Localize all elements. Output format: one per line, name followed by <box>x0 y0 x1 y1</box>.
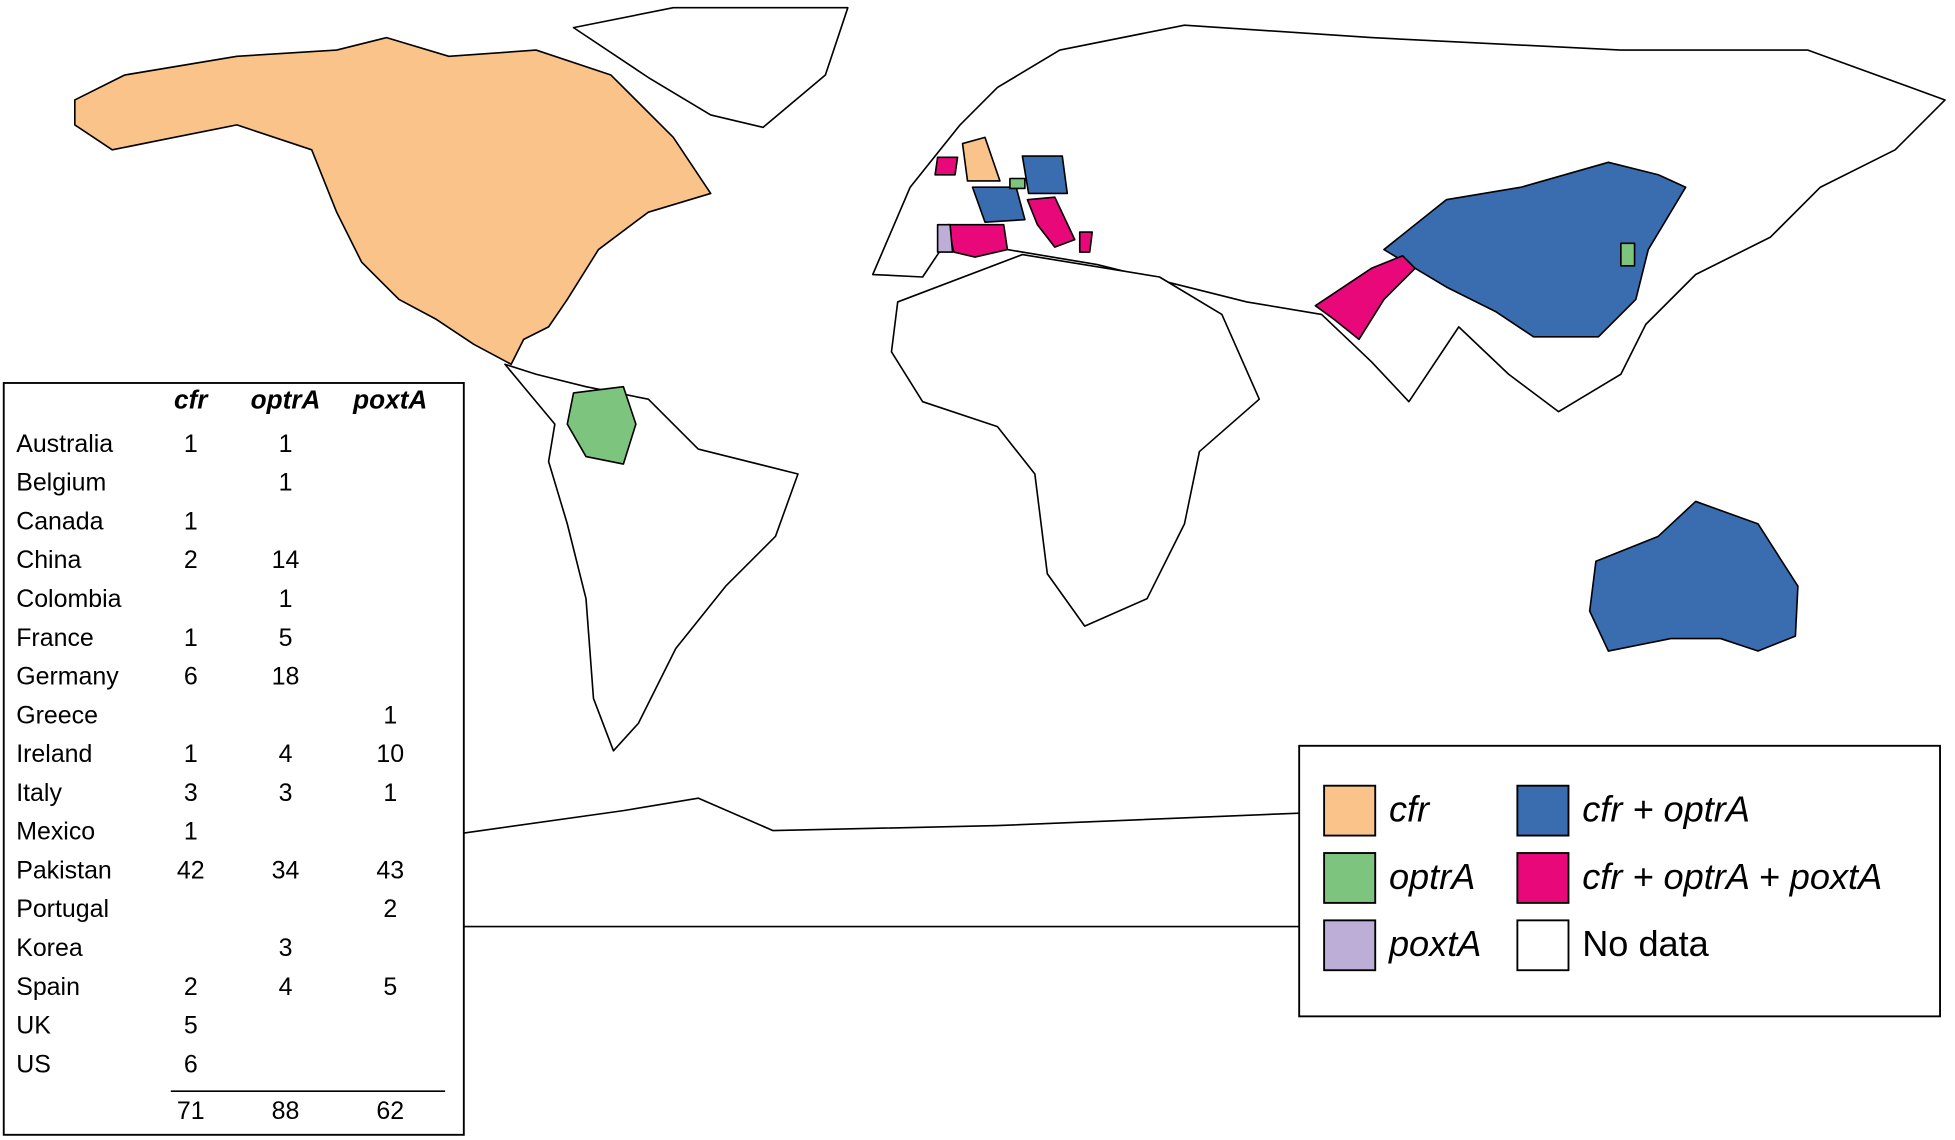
country-name: Australia <box>16 430 113 458</box>
table-cell: 10 <box>376 740 404 768</box>
italy <box>1026 196 1076 248</box>
australia <box>1588 500 1799 652</box>
country-name: Germany <box>16 663 119 691</box>
table-cell: 43 <box>376 856 404 884</box>
portugal <box>936 223 954 253</box>
legend-swatch <box>1516 852 1570 904</box>
country-name: Spain <box>16 973 80 1001</box>
table-cell: 1 <box>184 507 198 535</box>
table-cell: 6 <box>184 1050 198 1078</box>
total-cell: 71 <box>177 1097 205 1125</box>
total-cell: 88 <box>272 1097 300 1125</box>
legend-swatch <box>1323 784 1377 837</box>
total-cell: 62 <box>376 1097 404 1125</box>
legend-swatch <box>1323 919 1377 972</box>
china <box>1383 161 1687 338</box>
colombia <box>566 385 637 465</box>
antarctica <box>463 797 1300 834</box>
legend-label: cfr + optrA + poxtA <box>1582 856 1882 897</box>
legend: cfr optrA poxtA cfr + optrA cfr + optrA + po… <box>1323 784 1882 972</box>
country-name: Belgium <box>16 469 106 497</box>
germany <box>1021 155 1069 195</box>
table: cfr optrA poxtA Australia 1 1 Belgium 1 Canada 1 C… <box>16 385 446 1125</box>
legend-label: No data <box>1582 923 1709 964</box>
table-cell: 3 <box>279 779 293 807</box>
korea <box>1620 242 1636 267</box>
legend-swatch <box>1516 784 1570 837</box>
legend-swatch <box>1516 919 1570 972</box>
country-name: Korea <box>16 934 83 962</box>
greece <box>1078 231 1094 253</box>
south-america <box>504 363 799 752</box>
greenland <box>572 6 849 129</box>
table-cell: 1 <box>279 430 293 458</box>
country-name: Pakistan <box>16 856 112 884</box>
country-name: France <box>16 624 94 652</box>
country-name: Portugal <box>16 895 109 923</box>
table-cell: 1 <box>279 469 293 497</box>
country-name: Italy <box>16 779 62 807</box>
table-cell: 5 <box>184 1012 198 1040</box>
ireland <box>934 156 959 176</box>
table-cell: 3 <box>184 779 198 807</box>
country-name: Greece <box>16 701 98 729</box>
table-cell: 4 <box>279 973 293 1001</box>
legend-label: optrA <box>1389 856 1475 897</box>
legend-swatch <box>1323 852 1377 904</box>
africa <box>890 253 1261 627</box>
france <box>971 186 1026 223</box>
country-name: UK <box>16 1012 51 1040</box>
column-header: cfr <box>174 385 209 415</box>
table-cell: 2 <box>184 973 198 1001</box>
table-cell: 5 <box>279 624 293 652</box>
table-cell: 3 <box>279 934 293 962</box>
legend-label: cfr <box>1389 788 1431 829</box>
country-name: Mexico <box>16 818 95 846</box>
table-cell: 34 <box>272 856 300 884</box>
column-header: poxtA <box>352 385 427 415</box>
table-cell: 1 <box>184 818 198 846</box>
country-name: Colombia <box>16 585 121 613</box>
country-name: Ireland <box>16 740 92 768</box>
country-name: China <box>16 546 81 574</box>
table-cell: 1 <box>383 701 397 729</box>
legend-label: poxtA <box>1388 923 1481 964</box>
legend-box <box>1298 744 1941 1018</box>
table-cell: 1 <box>184 624 198 652</box>
legend-label: cfr + optrA <box>1582 788 1750 829</box>
spain <box>946 223 1009 258</box>
pakistan <box>1314 254 1416 341</box>
table-cell: 5 <box>383 973 397 1001</box>
table-cell: 14 <box>272 546 300 574</box>
table-cell: 42 <box>177 856 205 884</box>
table-cell: 1 <box>184 430 198 458</box>
uk <box>961 136 1001 182</box>
table-cell: 6 <box>184 663 198 691</box>
world-map <box>73 6 1946 928</box>
table-cell: 1 <box>279 585 293 613</box>
column-header: optrA <box>251 385 321 415</box>
table-cell: 2 <box>184 546 198 574</box>
north-america <box>73 36 712 366</box>
table-cell: 2 <box>383 895 397 923</box>
table-box <box>2 382 465 1136</box>
table-cell: 1 <box>184 740 198 768</box>
table-cell: 18 <box>272 663 300 691</box>
country-name: US <box>16 1050 51 1078</box>
belgium <box>1009 177 1026 190</box>
table-cell: 1 <box>383 779 397 807</box>
country-name: Canada <box>16 507 103 535</box>
table-cell: 4 <box>279 740 293 768</box>
